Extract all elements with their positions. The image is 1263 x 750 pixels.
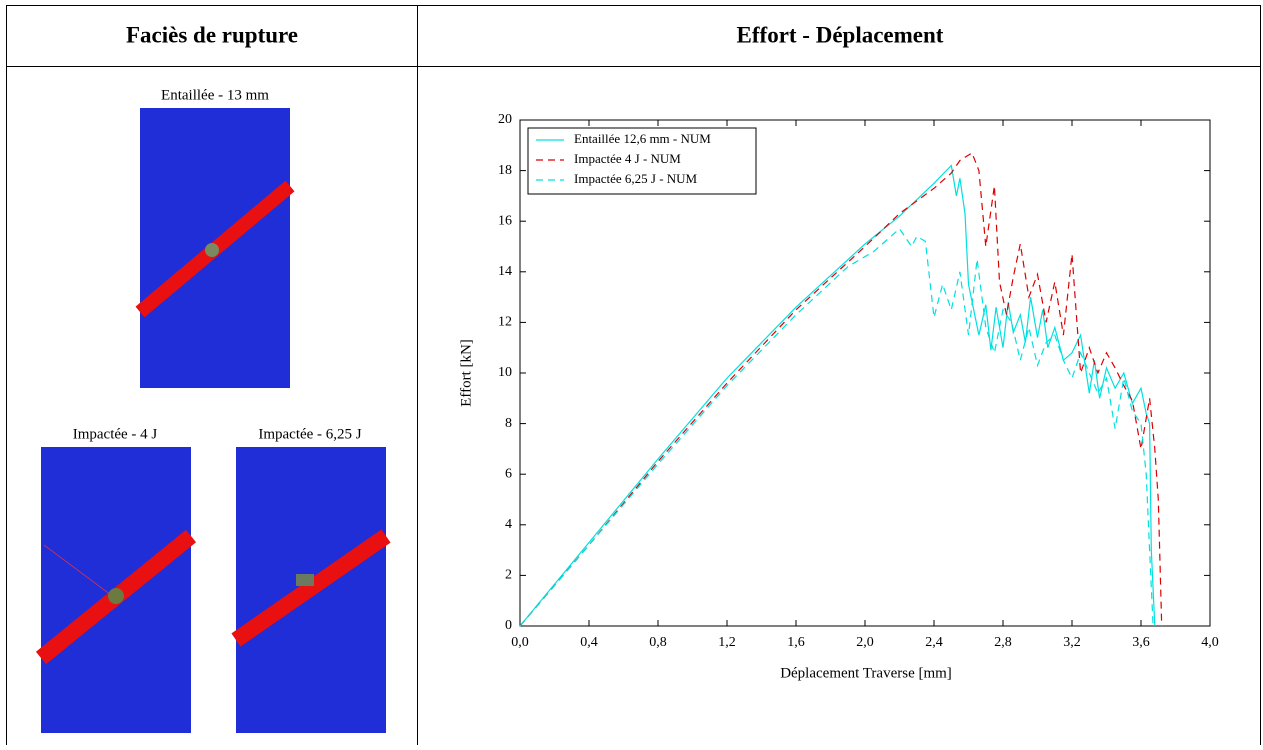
plot-frame bbox=[519, 119, 1211, 627]
x-tick-label: 0,8 bbox=[649, 635, 667, 650]
legend-label: Impactée 4 J - NUM bbox=[574, 151, 681, 166]
y-tick-label: 16 bbox=[498, 213, 512, 228]
image-caption: Impactée - 4 J bbox=[73, 426, 158, 442]
fracture-image bbox=[35, 447, 197, 733]
y-tick-label: 10 bbox=[498, 365, 512, 380]
fracture-image bbox=[135, 108, 295, 388]
y-tick-label: 20 bbox=[498, 112, 512, 127]
x-tick-label: 1,2 bbox=[718, 635, 736, 650]
x-axis-label: Déplacement Traverse [mm] bbox=[780, 665, 952, 681]
x-tick-label: 3,2 bbox=[1063, 635, 1081, 650]
y-tick-label: 2 bbox=[505, 568, 512, 583]
x-tick-label: 1,6 bbox=[787, 635, 805, 650]
legend-label: Entaillée 12,6 mm - NUM bbox=[574, 131, 711, 146]
legend-box bbox=[527, 127, 757, 195]
data-line bbox=[519, 227, 1154, 627]
data-line bbox=[519, 152, 1163, 627]
column-header: Effort - Déplacement bbox=[737, 22, 944, 47]
y-axis-label: Effort [kN] bbox=[458, 339, 474, 407]
y-tick-label: 18 bbox=[498, 163, 512, 178]
x-tick-label: 0,0 bbox=[511, 635, 529, 650]
fracture-image bbox=[231, 447, 391, 733]
y-tick-label: 0 bbox=[505, 618, 512, 633]
x-tick-label: 4,0 bbox=[1201, 635, 1219, 650]
y-tick-label: 14 bbox=[498, 264, 512, 279]
image-caption: Entaillée - 13 mm bbox=[161, 87, 269, 103]
x-tick-label: 0,4 bbox=[580, 635, 598, 650]
legend-label: Impactée 6,25 J - NUM bbox=[574, 171, 698, 186]
column-header: Faciès de rupture bbox=[126, 22, 298, 47]
y-tick-label: 12 bbox=[498, 315, 512, 330]
x-tick-label: 2,4 bbox=[925, 635, 943, 650]
image-caption: Impactée - 6,25 J bbox=[258, 426, 361, 442]
y-tick-label: 4 bbox=[505, 517, 512, 532]
x-tick-label: 2,8 bbox=[994, 635, 1012, 650]
y-tick-label: 8 bbox=[505, 416, 512, 431]
x-tick-label: 2,0 bbox=[856, 635, 874, 650]
y-tick-label: 6 bbox=[505, 466, 512, 481]
data-line bbox=[519, 164, 1156, 627]
x-tick-label: 3,6 bbox=[1132, 635, 1150, 650]
